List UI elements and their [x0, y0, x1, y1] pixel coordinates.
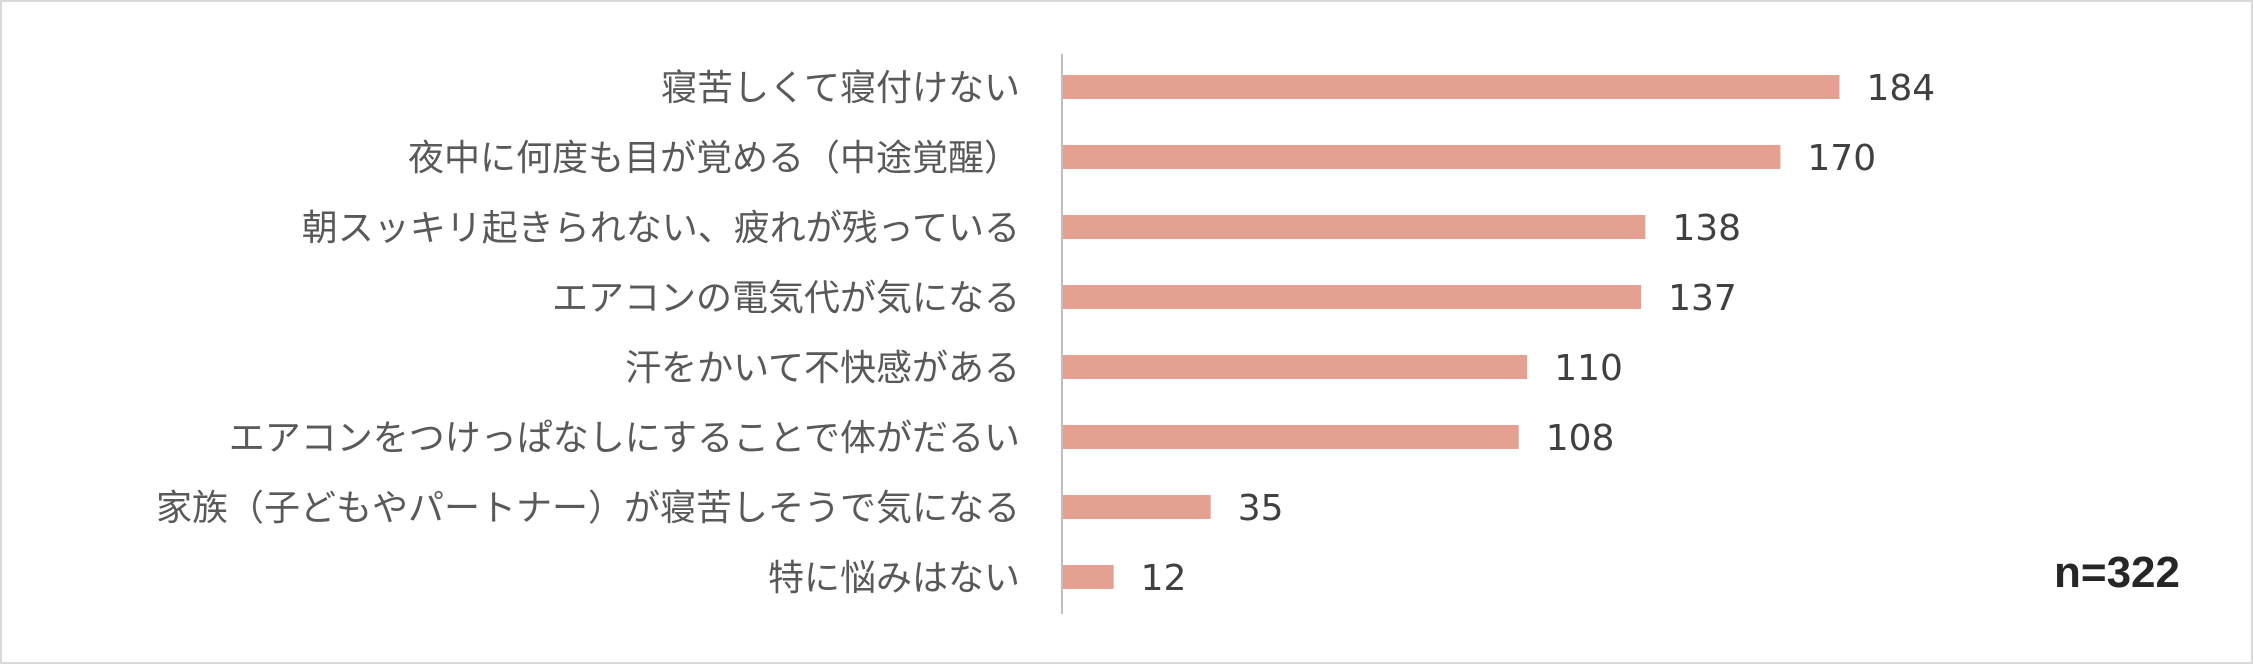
bar	[1063, 425, 1519, 449]
category-label: 汗をかいて不快感がある	[625, 348, 1020, 389]
value-label: 138	[1672, 208, 1741, 249]
bar	[1063, 285, 1642, 309]
bar	[1063, 355, 1528, 379]
value-label: 12	[1141, 558, 1187, 599]
bar	[1063, 75, 1840, 99]
bar	[1063, 495, 1211, 519]
value-label: 170	[1807, 138, 1876, 179]
category-label: 朝スッキリ起きられない、疲れが残っている	[302, 208, 1020, 249]
value-label: 110	[1554, 348, 1623, 389]
category-label: 寝苦しくて寝付けない	[661, 68, 1020, 109]
category-label: エアコンの電気代が気になる	[552, 278, 1020, 319]
bar	[1063, 145, 1781, 169]
category-label: エアコンをつけっぱなしにすることで体がだるい	[229, 418, 1020, 459]
bar	[1063, 565, 1114, 589]
value-label: 108	[1546, 418, 1615, 459]
value-label: 35	[1238, 488, 1284, 529]
category-label: 夜中に何度も目が覚める（中途覚醒）	[408, 138, 1020, 179]
value-label: 137	[1668, 278, 1737, 319]
bars-group: 寝苦しくて寝付けない 184 夜中に何度も目が覚める（中途覚醒） 170 朝スッキリ起き…	[156, 68, 1935, 599]
value-label: 184	[1866, 68, 1935, 109]
sample-size-note: n=322	[2054, 548, 2180, 597]
category-label: 特に悩みはない	[768, 558, 1020, 599]
category-label: 家族（子どもやパートナー）が寝苦しそうで気になる	[156, 488, 1020, 529]
bar	[1063, 215, 1646, 239]
